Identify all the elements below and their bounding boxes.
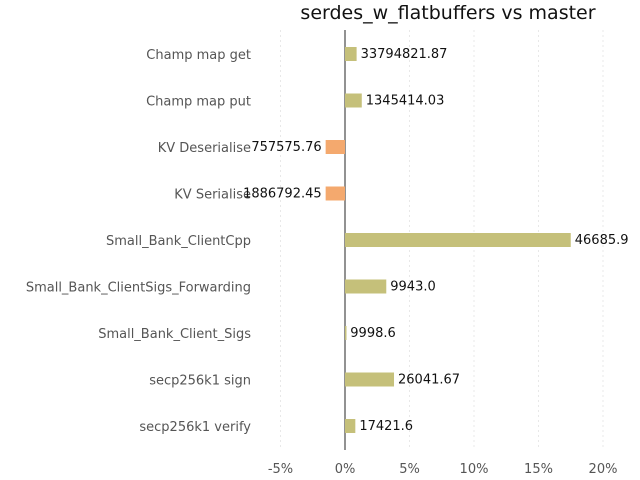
bar — [325, 140, 345, 154]
bar — [345, 279, 387, 294]
x-tick-label: 5% — [399, 462, 420, 477]
x-tick-label: 20% — [589, 462, 618, 477]
x-tick-label: 15% — [524, 462, 553, 477]
bar — [345, 93, 362, 108]
bar — [345, 47, 357, 61]
bar — [345, 326, 347, 340]
bar — [345, 419, 356, 433]
category-label: Small_Bank_Client_Sigs — [98, 327, 251, 342]
data-label: 757575.76 — [251, 140, 321, 155]
category-label: KV Deserialise — [158, 141, 251, 156]
x-tick-label: 0% — [335, 462, 356, 477]
category-label: secp256k1 verify — [139, 420, 251, 435]
data-label: 26041.67 — [398, 373, 460, 388]
data-label: 33794821.87 — [361, 47, 448, 62]
category-label: KV Serialise — [174, 188, 251, 203]
data-label: 17421.6 — [359, 419, 413, 434]
data-label: 46685.9 — [575, 233, 629, 248]
bar — [345, 233, 571, 247]
data-label: 1345414.03 — [366, 94, 445, 109]
chart-title: serdes_w_flatbuffers vs master — [300, 2, 595, 24]
data-label: 9943.0 — [390, 280, 436, 295]
category-label: Champ map get — [146, 48, 251, 63]
bars — [325, 47, 571, 433]
bar — [345, 372, 395, 387]
x-tick-label: 10% — [460, 462, 489, 477]
labels: Champ map get 33794821.87 Champ map put 134… — [26, 47, 629, 435]
data-label: 9998.6 — [350, 326, 396, 341]
bar — [325, 186, 345, 201]
data-label: 1886792.45 — [243, 187, 322, 202]
category-label: Champ map put — [146, 95, 251, 110]
x-axis-ticks: -5% 0% 5% 10% 15% 20% — [268, 462, 618, 477]
category-label: Small_Bank_ClientCpp — [106, 234, 251, 249]
category-label: secp256k1 sign — [149, 374, 251, 389]
category-label: Small_Bank_ClientSigs_Forwarding — [26, 281, 251, 296]
x-tick-label: -5% — [268, 462, 293, 477]
